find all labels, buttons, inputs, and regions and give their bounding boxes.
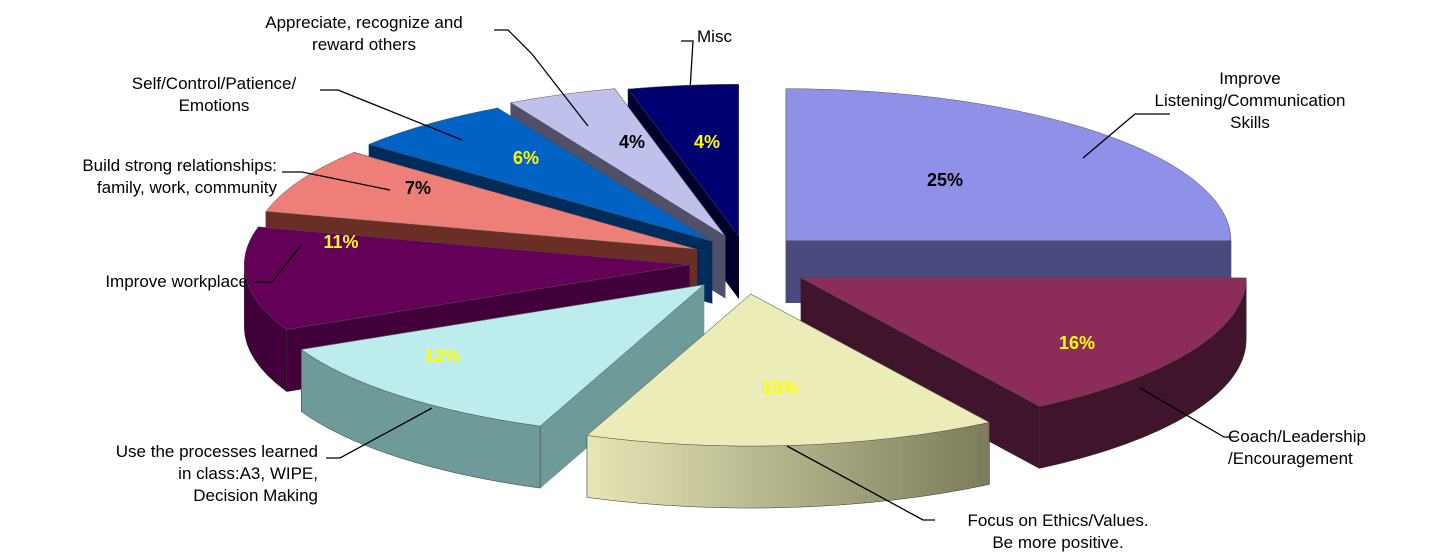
slice-top-self-control-patience-emotions xyxy=(368,107,713,242)
slice-top-focus-on-ethics-values-be-more-positive xyxy=(586,293,991,447)
data-label-use-the-processes-learned-in-class-a3-wipe-decision-making: 12% xyxy=(424,346,460,366)
category-label-self-control-patience-emotions: Self/Control/Patience/Emotions xyxy=(132,74,297,115)
leader-line-misc xyxy=(681,40,694,91)
leader-line-build-strong-relationships-family-work-community xyxy=(282,171,391,191)
data-labels: 25% 16% 15% 12% 11% 7% 6% 4% 4% xyxy=(323,132,1095,398)
slice-use-the-processes-learned-in-class-a3-wipe-decision-making xyxy=(300,284,705,489)
category-labels: Improve Listening/Communication Skills Coac… xyxy=(82,13,1366,552)
category-label-build-strong-relationships-family-work-community: Build strong relationships: family, work,… xyxy=(82,156,277,197)
category-label-use-the-processes-learned-in-class-a3-wipe-decision-making: Use the processes learned in class:A3, WI… xyxy=(116,442,318,505)
data-label-improve-workplace: 11% xyxy=(323,232,358,252)
data-label-focus-on-ethics-values-be-more-positive: 15% xyxy=(762,378,798,398)
slice-top-improve-workplace xyxy=(244,226,690,330)
slice-top-misc xyxy=(627,83,739,237)
category-label-coach-leadership-encouragement: Coach/Leadership/Encouragement xyxy=(1228,427,1366,468)
leader-line-focus-on-ethics-values-be-more-positive xyxy=(786,445,935,521)
leader-line-use-the-processes-learned-in-class-a3-wipe-decision-making xyxy=(326,407,433,459)
leader-line-improve-listening-communication-skills xyxy=(1082,113,1170,159)
category-label-improve-workplace: Improve workplace xyxy=(105,272,248,291)
leader-line-improve-workplace xyxy=(254,243,303,283)
slice-top-use-the-processes-learned-in-class-a3-wipe-decision-making xyxy=(300,284,705,427)
leader-line-appreciate-recognize-and-reward-others xyxy=(494,29,589,127)
slice-coach-leadership-encouragement xyxy=(800,277,1247,469)
category-label-improve-listening-communication-skills: Improve Listening/Communication Skills xyxy=(1155,69,1346,132)
category-label-focus-on-ethics-values-be-more-positive: Focus on Ethics/Values. Be more positive. xyxy=(967,511,1148,552)
slice-top-build-strong-relationships-family-work-community xyxy=(265,152,697,250)
data-label-build-strong-relationships-family-work-community: 7% xyxy=(405,178,431,198)
slice-top-improve-listening-communication-skills xyxy=(785,88,1232,241)
leader-line-self-control-patience-emotions xyxy=(320,89,463,141)
slice-top-appreciate-recognize-and-reward-others xyxy=(510,88,726,237)
category-label-misc: Misc xyxy=(697,27,732,46)
leader-line-coach-leadership-encouragement xyxy=(1139,387,1238,438)
leader-lines xyxy=(254,29,1238,521)
slice-top-coach-leadership-encouragement xyxy=(800,277,1247,407)
data-label-misc: 4% xyxy=(694,132,720,152)
data-label-appreciate-recognize-and-reward-others: 4% xyxy=(619,132,645,152)
slice-improve-listening-communication-skills xyxy=(785,88,1232,303)
pie-slices xyxy=(243,83,1247,509)
slice-focus-on-ethics-values-be-more-positive xyxy=(586,293,991,509)
data-label-coach-leadership-encouragement: 16% xyxy=(1059,333,1095,353)
data-label-self-control-patience-emotions: 6% xyxy=(513,148,539,168)
category-label-appreciate-recognize-and-reward-others: Appreciate, recognize and reward others xyxy=(265,13,463,54)
data-label-improve-listening-communication-skills: 25% xyxy=(927,170,963,190)
